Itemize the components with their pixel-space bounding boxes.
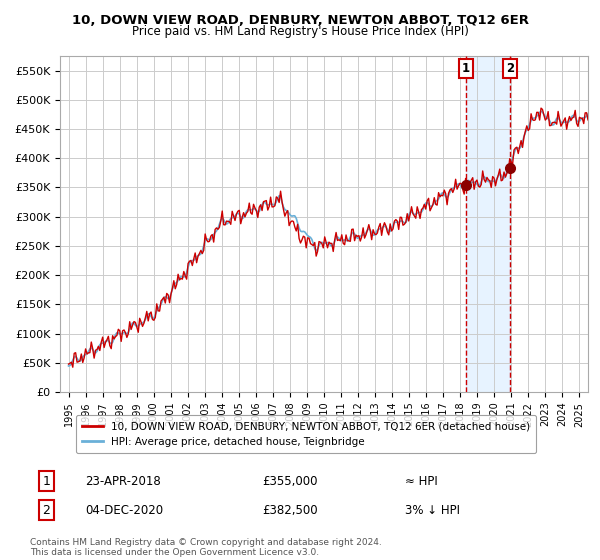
Text: 04-DEC-2020: 04-DEC-2020: [85, 503, 163, 517]
Text: 2: 2: [43, 503, 50, 517]
Text: ≈ HPI: ≈ HPI: [406, 475, 438, 488]
Text: £355,000: £355,000: [262, 475, 317, 488]
Text: 1: 1: [43, 475, 50, 488]
Bar: [466, 56, 510, 392]
Text: 1: 1: [461, 62, 470, 75]
Text: Price paid vs. HM Land Registry's House Price Index (HPI): Price paid vs. HM Land Registry's House …: [131, 25, 469, 38]
Text: 23-APR-2018: 23-APR-2018: [85, 475, 161, 488]
Text: 3% ↓ HPI: 3% ↓ HPI: [406, 503, 460, 517]
Legend: 10, DOWN VIEW ROAD, DENBURY, NEWTON ABBOT, TQ12 6ER (detached house), HPI: Avera: 10, DOWN VIEW ROAD, DENBURY, NEWTON ABBO…: [76, 415, 536, 453]
Text: 2: 2: [506, 62, 514, 75]
Text: 10, DOWN VIEW ROAD, DENBURY, NEWTON ABBOT, TQ12 6ER: 10, DOWN VIEW ROAD, DENBURY, NEWTON ABBO…: [71, 14, 529, 27]
Text: Contains HM Land Registry data © Crown copyright and database right 2024.
This d: Contains HM Land Registry data © Crown c…: [30, 538, 382, 557]
Text: £382,500: £382,500: [262, 503, 317, 517]
